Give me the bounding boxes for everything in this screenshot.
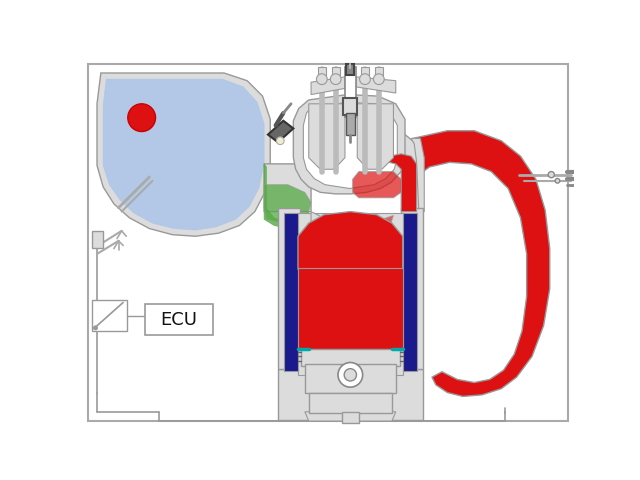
Polygon shape (103, 79, 264, 230)
Bar (375, 67, 383, 74)
Polygon shape (303, 102, 397, 189)
Bar (332, 67, 340, 74)
Bar (301, 348, 399, 366)
Bar (346, 64, 354, 74)
Circle shape (276, 137, 284, 144)
Circle shape (338, 362, 363, 387)
Circle shape (340, 389, 361, 411)
Bar (92, 231, 103, 248)
Bar (318, 67, 326, 74)
Bar (92, 300, 127, 331)
Polygon shape (411, 131, 550, 396)
Polygon shape (311, 212, 351, 236)
Bar (342, 412, 359, 423)
Bar (278, 370, 422, 420)
Bar (284, 213, 298, 371)
Polygon shape (95, 72, 559, 418)
Bar (278, 208, 300, 370)
Bar (403, 213, 417, 371)
Polygon shape (311, 77, 345, 95)
Circle shape (316, 74, 327, 84)
Circle shape (333, 384, 367, 417)
Bar (361, 67, 369, 74)
Polygon shape (264, 164, 308, 228)
Circle shape (93, 326, 97, 330)
Polygon shape (382, 154, 417, 212)
Polygon shape (353, 171, 401, 198)
Polygon shape (293, 95, 405, 194)
Text: ECU: ECU (160, 311, 197, 329)
Circle shape (373, 74, 384, 84)
Bar (401, 208, 422, 370)
Polygon shape (268, 121, 293, 142)
Circle shape (344, 369, 356, 381)
Circle shape (555, 179, 560, 183)
Bar (305, 364, 396, 393)
Polygon shape (382, 134, 420, 212)
Polygon shape (411, 138, 424, 212)
Bar (308, 393, 392, 413)
Circle shape (128, 104, 156, 132)
Polygon shape (356, 77, 396, 93)
Circle shape (548, 171, 554, 178)
Polygon shape (351, 216, 394, 236)
Bar (345, 67, 356, 117)
Bar (298, 268, 403, 348)
Polygon shape (357, 104, 394, 169)
Circle shape (330, 74, 341, 84)
Bar (344, 97, 357, 115)
Polygon shape (298, 212, 403, 269)
Polygon shape (97, 73, 270, 236)
Polygon shape (264, 185, 311, 223)
Polygon shape (308, 104, 345, 169)
Bar (346, 113, 355, 134)
Circle shape (360, 74, 371, 84)
Bar (298, 213, 403, 375)
Polygon shape (264, 164, 311, 212)
Polygon shape (305, 412, 396, 421)
Bar (145, 304, 212, 335)
